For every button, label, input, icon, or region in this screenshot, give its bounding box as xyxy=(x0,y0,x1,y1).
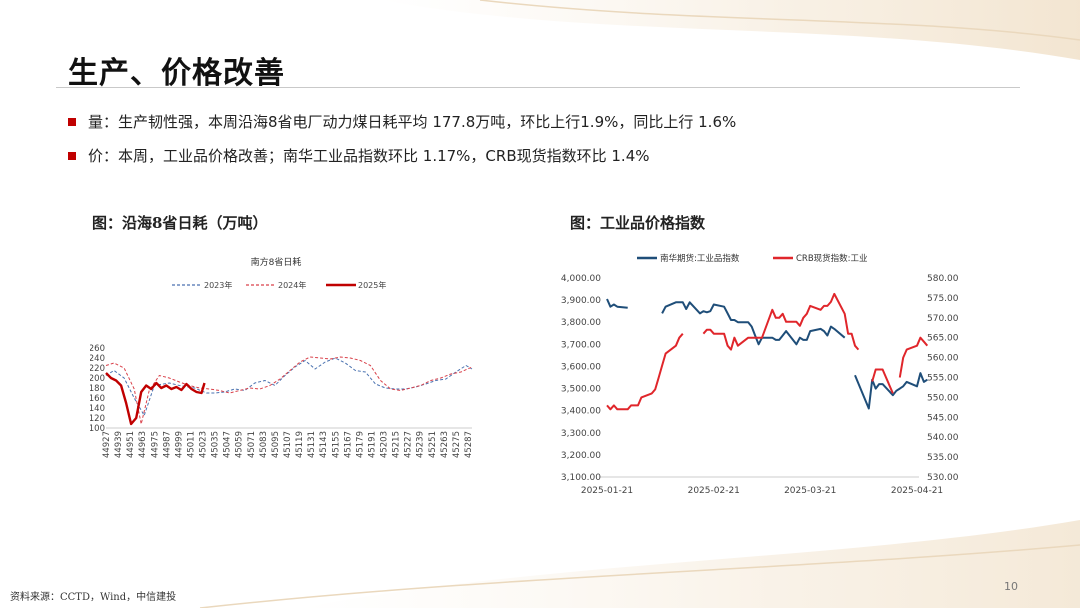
chart1-x-tick: 44963 xyxy=(138,431,148,458)
bullet-marker xyxy=(68,117,76,126)
chart1-y-tick: 180 xyxy=(90,384,105,394)
chart1-x-tick: 45179 xyxy=(355,431,365,458)
chart1-x-tick: 45239 xyxy=(416,431,426,458)
chart1-x-tick: 45191 xyxy=(367,431,377,458)
chart2-y-left-tick: 3,500.00 xyxy=(561,385,601,395)
chart1-x-tick: 45263 xyxy=(440,431,450,458)
chart2-y-left-tick: 3,200.00 xyxy=(561,451,601,461)
chart1-x-tick: 45287 xyxy=(464,431,474,458)
chart2-y-right-tick: 560.00 xyxy=(927,354,959,364)
chart2-x-tick: 2025-03-21 xyxy=(784,486,836,496)
chart2-y-right-tick: 545.00 xyxy=(927,413,959,423)
chart2-x-tick: 2025-04-21 xyxy=(891,486,943,496)
chart2-y-left-tick: 3,300.00 xyxy=(561,429,601,439)
chart1-title: 南方8省日耗 xyxy=(251,256,302,268)
chart1-x-tick: 45059 xyxy=(235,431,245,458)
chart1-x-tick: 45227 xyxy=(404,431,414,458)
chart1-y-tick: 220 xyxy=(90,364,105,374)
chart1-x-tick: 44975 xyxy=(150,431,160,458)
bullet-marker xyxy=(68,151,76,160)
chart1-y-tick: 140 xyxy=(90,404,105,414)
chart2-y-right-tick: 535.00 xyxy=(927,453,959,463)
chart1-x-tick: 45275 xyxy=(452,431,462,458)
bullet-volume: 量：生产韧性强，本周沿海8省电厂动力煤日耗平均 177.8万吨，环比上行1.9%… xyxy=(68,111,736,132)
chart2-y-right-tick: 530.00 xyxy=(927,473,959,483)
chart1-x-tick: 45203 xyxy=(380,431,390,458)
chart1-x-tick: 45119 xyxy=(295,431,305,458)
left-chart-figure-title: 图：沿海8省日耗（万吨） xyxy=(92,214,268,232)
chart2-y-left-tick: 3,900.00 xyxy=(561,296,601,306)
chart1-x-tick: 45107 xyxy=(283,431,293,458)
chart2-x-tick: 2025-01-21 xyxy=(581,486,633,496)
chart2-series-0-segment-0 xyxy=(606,298,628,309)
chart1-x-tick: 45143 xyxy=(319,431,329,458)
bullet-price: 价：本周，工业品价格改善；南华工业品指数环比 1.17%，CRB现货指数环比 1… xyxy=(68,145,650,166)
legend-2024: 2024年 xyxy=(278,280,306,290)
chart2-y-right-tick: 555.00 xyxy=(927,374,959,384)
chart1-x-tick: 45083 xyxy=(259,431,269,458)
chart2-y-right-tick: 550.00 xyxy=(927,393,959,403)
right-chart-figure-title: 图：工业品价格指数 xyxy=(570,214,706,232)
chart2-y-left-tick: 4,000.00 xyxy=(561,274,601,284)
chart1-x-tick: 45035 xyxy=(211,431,221,458)
chart1-x-tick: 45167 xyxy=(343,431,353,458)
industrial-price-index-chart: 南华期货:工业品指数 CRB现货指数:工业 4,000.00 3,900.00 3,… xyxy=(561,253,959,496)
chart1-x-tick: 44939 xyxy=(114,431,124,458)
bullet-volume-text: 量：生产韧性强，本周沿海8省电厂动力煤日耗平均 177.8万吨，环比上行1.9%… xyxy=(88,113,737,131)
chart2-y-left-tick: 3,800.00 xyxy=(561,318,601,328)
chart2-y-left-tick: 3,400.00 xyxy=(561,407,601,417)
chart2-series-1-segment-1 xyxy=(702,292,860,351)
chart2-series-1-segment-2 xyxy=(871,368,894,394)
chart1-series-1-line xyxy=(105,356,473,425)
chart1-x-tick: 45047 xyxy=(223,431,233,458)
bullet-price-text: 价：本周，工业品价格改善；南华工业品指数环比 1.17%，CRB现货指数环比 1… xyxy=(88,147,650,165)
page-number: 10 xyxy=(1004,580,1018,593)
chart1-y-tick: 160 xyxy=(90,394,105,404)
chart1-x-tick: 45131 xyxy=(307,431,317,458)
chart1-x-tick: 45011 xyxy=(186,431,196,458)
chart1-x-tick: 45071 xyxy=(247,431,257,458)
chart1-series-2-line xyxy=(105,372,206,426)
chart2-y-right-tick: 565.00 xyxy=(927,334,959,344)
chart1-y-tick: 120 xyxy=(90,414,105,424)
page-title: 生产、价格改善 xyxy=(68,56,285,91)
chart1-series-0-line xyxy=(105,357,473,416)
chart2-series-1-segment-3 xyxy=(898,336,929,378)
legend-2023: 2023年 xyxy=(204,280,232,290)
chart1-y-tick: 260 xyxy=(90,344,105,354)
title-divider xyxy=(56,87,1020,88)
chart1-x-tick: 44951 xyxy=(126,431,136,458)
chart2-series-0-segment-2 xyxy=(854,372,928,410)
chart1-legend: 2023年 2024年 2025年 xyxy=(172,280,386,290)
legend-crb: CRB现货指数:工业 xyxy=(796,253,868,264)
chart2-legend: 南华期货:工业品指数 CRB现货指数:工业 xyxy=(637,253,868,264)
chart2-y-left-tick: 3,100.00 xyxy=(561,473,601,483)
chart1-x-tick: 45155 xyxy=(331,431,341,458)
chart2-series-0-segment-1 xyxy=(661,301,846,346)
chart1-x-tick: 45023 xyxy=(199,431,209,458)
chart1-x-tick: 45251 xyxy=(428,431,438,458)
chart1-x-tick: 44999 xyxy=(174,431,184,458)
source-note: 资料来源：CCTD，Wind，中信建投 xyxy=(10,592,177,603)
chart1-y-tick: 100 xyxy=(90,424,105,434)
chart2-y-right-tick: 580.00 xyxy=(927,274,959,284)
chart1-x-tick: 45095 xyxy=(271,431,281,458)
chart2-y-right-tick: 575.00 xyxy=(927,294,959,304)
daily-consumption-chart: 南方8省日耗 2023年 2024年 2025年 260240220200180… xyxy=(90,256,474,458)
chart1-y-tick: 200 xyxy=(90,374,105,384)
chart2-series-1-segment-0 xyxy=(606,333,684,411)
legend-nanhua: 南华期货:工业品指数 xyxy=(660,253,740,264)
chart1-y-tick: 240 xyxy=(90,354,105,364)
chart2-y-right-tick: 540.00 xyxy=(927,433,959,443)
chart2-y-left-tick: 3,700.00 xyxy=(561,340,601,350)
chart2-x-tick: 2025-02-21 xyxy=(688,486,740,496)
legend-2025: 2025年 xyxy=(358,280,386,290)
chart1-x-tick: 44927 xyxy=(102,431,112,458)
chart1-x-tick: 44987 xyxy=(162,431,172,458)
chart1-x-tick: 45215 xyxy=(392,431,402,458)
chart2-y-left-tick: 3,600.00 xyxy=(561,362,601,372)
chart2-y-right-tick: 570.00 xyxy=(927,314,959,324)
